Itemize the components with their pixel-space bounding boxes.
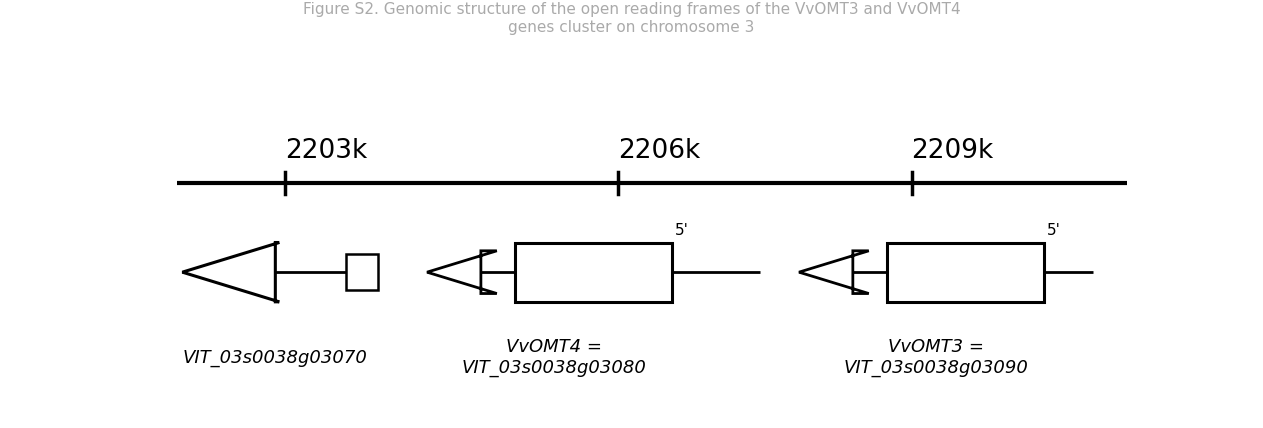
Text: 2206k: 2206k [618,138,700,164]
Polygon shape [427,251,496,294]
Text: 5': 5' [674,223,688,238]
Text: VvOMT4 =
VIT_03s0038g03080: VvOMT4 = VIT_03s0038g03080 [462,338,647,377]
Bar [515,243,672,302]
Text: VvOMT3 =
VIT_03s0038g03090: VvOMT3 = VIT_03s0038g03090 [844,338,1028,377]
Text: 2203k: 2203k [285,138,368,164]
Polygon shape [799,251,869,294]
Text: Figure S2. Genomic structure of the open reading frames of the VvOMT3 and VvOMT4: Figure S2. Genomic structure of the open… [303,2,960,35]
Bar [887,243,1043,302]
Bar [346,254,378,290]
Text: 2209k: 2209k [912,138,994,164]
Text: VIT_03s0038g03070: VIT_03s0038g03070 [182,349,368,367]
Polygon shape [182,243,279,302]
Text: 5': 5' [1047,223,1061,238]
